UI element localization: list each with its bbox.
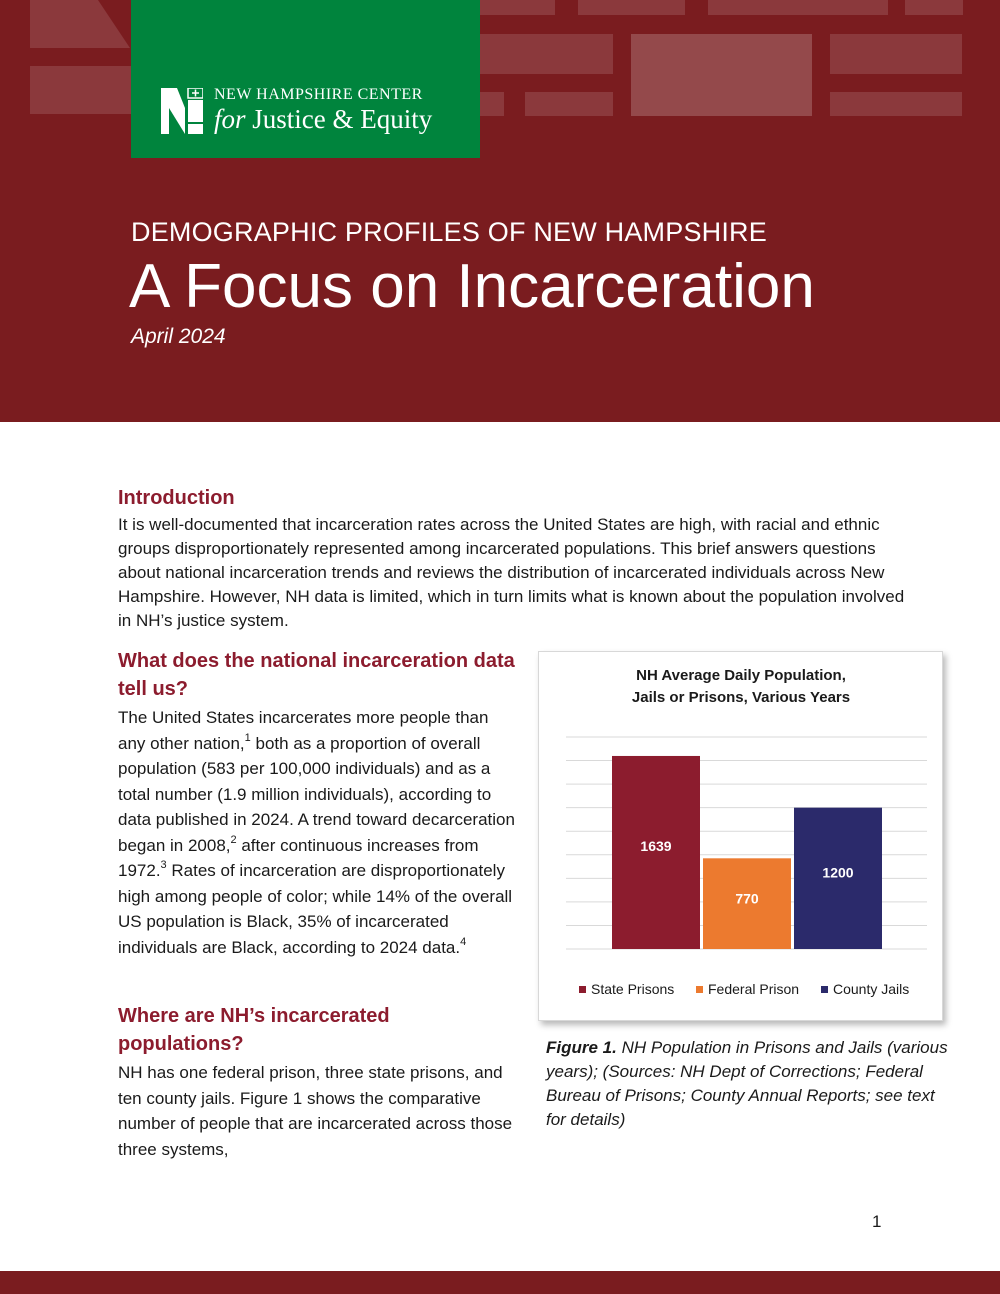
figure-caption-text: NH Population in Prisons and Jails (vari… — [546, 1038, 948, 1129]
text-run: after continuous increases from 1972. — [118, 835, 479, 881]
legend-label: State Prisons — [591, 981, 674, 997]
legend-swatch — [821, 986, 828, 993]
page-title: A Focus on Incarceration — [129, 252, 815, 321]
nh-logo-icon — [161, 88, 203, 134]
decorative-block — [480, 0, 555, 15]
header-banner: NEW HAMPSHIRE CENTER for Justice & Equit… — [0, 0, 1000, 422]
nh-populations-heading: Where are NH’s incarcerated populations? — [118, 1005, 390, 1055]
text-run: Rates of incarceration are disproportion… — [118, 861, 513, 957]
bar-state-prisons — [612, 755, 700, 949]
decorative-block — [830, 34, 962, 74]
publication-date: April 2024 — [131, 325, 226, 348]
logo-line-2: for Justice & Equity — [214, 104, 432, 135]
figure-label: Figure 1. — [546, 1038, 617, 1057]
bar-county-jails — [794, 807, 882, 949]
decorative-block — [30, 66, 131, 114]
series-title: DEMOGRAPHIC PROFILES OF NEW HAMPSHIRE — [131, 217, 767, 247]
decorative-block — [525, 92, 613, 116]
introduction-heading: Introduction — [118, 487, 235, 509]
introduction-text: It is well-documented that incarceration… — [118, 515, 905, 630]
legend-label: County Jails — [833, 981, 909, 997]
national-data-text: The United States incarcerates more peop… — [118, 705, 518, 960]
page-number: 1 — [872, 1212, 882, 1231]
national-data-heading: What does the national incarceration dat… — [118, 650, 515, 700]
text-run: both as a proportion of overall populati… — [118, 733, 515, 855]
chart-card: NH Average Daily Population, Jails or Pri… — [538, 651, 943, 1021]
decorative-block — [30, 0, 130, 48]
legend-swatch — [696, 986, 703, 993]
data-label: 1639 — [640, 838, 671, 854]
decorative-block — [480, 34, 613, 74]
legend-label: Federal Prison — [708, 981, 799, 997]
introduction-section: Introduction It is well-documented that … — [118, 484, 908, 633]
chart-title-line: NH Average Daily Population, — [636, 667, 846, 684]
footnote-ref[interactable]: 2 — [230, 833, 237, 846]
national-data-section: What does the national incarceration dat… — [118, 647, 518, 960]
figure-caption: Figure 1. NH Population in Prisons and J… — [546, 1036, 956, 1132]
logo: NEW HAMPSHIRE CENTER for Justice & Equit… — [131, 0, 480, 158]
bar-federal-prison — [703, 858, 791, 949]
nh-populations-section: Where are NH’s incarcerated populations?… — [118, 1002, 518, 1162]
footnote-ref[interactable]: 1 — [244, 731, 251, 744]
legend-swatch — [579, 986, 586, 993]
bar-chart: NH Average Daily Population, Jails or Pri… — [566, 667, 927, 997]
footnote-ref[interactable]: 3 — [160, 859, 167, 872]
data-label: 770 — [735, 890, 759, 906]
logo-line-1: NEW HAMPSHIRE CENTER — [214, 86, 423, 103]
decorative-block — [480, 92, 504, 116]
nh-populations-text: NH has one federal prison, three state p… — [118, 1063, 513, 1159]
text-run: The United States incarcerates more peop… — [118, 708, 489, 753]
logo-line-2-italic: for — [214, 104, 246, 134]
decorative-block — [578, 0, 685, 15]
footnote-ref[interactable]: 4 — [460, 935, 467, 948]
decorative-block — [708, 0, 888, 15]
decorative-block — [905, 0, 963, 15]
decorative-block — [830, 92, 962, 116]
data-label: 1200 — [822, 865, 853, 881]
logo-line-2-rest: Justice & Equity — [252, 104, 433, 134]
chart-title-line: Jails or Prisons, Various Years — [632, 689, 850, 706]
decorative-block — [631, 34, 812, 116]
footer-bar — [0, 1271, 1000, 1294]
